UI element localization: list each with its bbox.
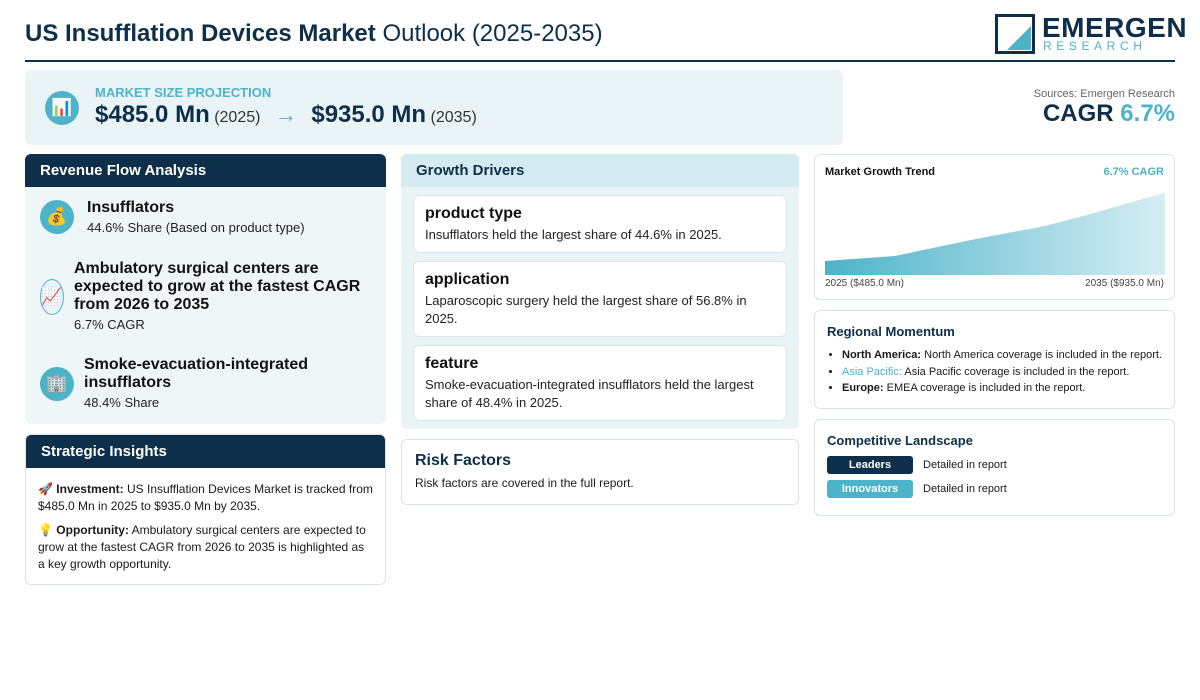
trend-start: 2025 ($485.0 Mn) xyxy=(825,278,904,289)
cagr-value: 6.7% xyxy=(1120,100,1175,127)
revenue-item-subtitle: 48.4% Share xyxy=(84,395,160,410)
revenue-text: Ambulatory surgical centers are expected… xyxy=(74,260,374,332)
revenue-item-title: Insufflators xyxy=(87,199,175,216)
sources: Sources: Emergen Research xyxy=(1033,88,1175,100)
insights-card: Strategic Insights 🚀 Investment: US Insu… xyxy=(25,434,386,585)
trend-area xyxy=(825,193,1165,275)
start-value: $485.0 Mn xyxy=(95,101,210,128)
regional-list: North America: North America coverage is… xyxy=(827,347,1168,397)
insight: 🚀 Investment: US Insufflation Devices Ma… xyxy=(38,481,375,515)
region-name: Europe: xyxy=(842,382,884,394)
insight-icon: 💡 xyxy=(38,523,53,537)
badge-text: Detailed in report xyxy=(923,459,1007,471)
cagr-label: CAGR xyxy=(1042,100,1114,127)
cagr: CAGR 6.7% xyxy=(1043,100,1175,128)
driver-text: Laparoscopic surgery held the largest sh… xyxy=(425,293,747,326)
projection-icon: 📊 xyxy=(45,91,79,125)
revenue-text: Insufflators 44.6% Share (Based on produ… xyxy=(87,199,376,235)
risk-text: Risk factors are covered in the full rep… xyxy=(415,476,634,490)
region-name: Asia Pacific: xyxy=(842,365,902,378)
badge: Leaders xyxy=(827,456,913,474)
driver-text: Smoke-evacuation-integrated insufflators… xyxy=(425,377,754,410)
region-item: Europe: EMEA coverage is included in the… xyxy=(842,380,1168,397)
revenue-card: Revenue Flow Analysis 💰 Insufflators 44.… xyxy=(25,154,386,424)
insight: 💡 Opportunity: Ambulatory surgical cente… xyxy=(38,522,371,573)
trend-title: Market Growth Trend xyxy=(825,166,936,178)
competitive-title: Competitive Landscape xyxy=(827,433,973,448)
insight-text: US Insufflation Devices Market is tracke… xyxy=(38,482,373,513)
trend-end: 2035 ($935.0 Mn) xyxy=(1085,278,1164,289)
driver-text: Insufflators held the largest share of 4… xyxy=(425,227,722,242)
revenue-item: 💰 Insufflators 44.6% Share (Based on pro… xyxy=(25,187,386,249)
badge: Innovators xyxy=(827,480,913,498)
driver-title: feature xyxy=(425,355,479,372)
logo-icon xyxy=(995,14,1035,54)
header-rule xyxy=(25,60,1175,62)
page-title: US Insufflation Devices Market Outlook (… xyxy=(25,20,603,48)
revenue-item: 🏢 Smoke-evacuation-integrated insufflato… xyxy=(25,345,386,424)
revenue-item-title: Ambulatory surgical centers are expected… xyxy=(74,260,361,313)
trend-card: Market Growth Trend 6.7% CAGR 2025 ($485… xyxy=(814,154,1175,300)
risk-card: Risk Factors Risk factors are covered in… xyxy=(401,439,799,505)
revenue-text: Smoke-evacuation-integrated insufflators… xyxy=(84,356,366,410)
badge-text: Detailed in report xyxy=(923,483,1007,495)
logo-accent xyxy=(1007,26,1031,50)
driver-title: application xyxy=(425,271,510,288)
trend-shape xyxy=(825,193,1165,275)
projection-values: $485.0 Mn (2025) → $935.0 Mn (2035) xyxy=(95,101,477,129)
revenue-icon: 💰 xyxy=(40,200,74,234)
insight-icon: 🚀 xyxy=(38,482,53,496)
competitive-row: Leaders Detailed in report xyxy=(827,456,1007,474)
arrow: → xyxy=(274,102,297,127)
revenue-item-subtitle: 44.6% Share (Based on product type) xyxy=(87,220,305,235)
end-value: $935.0 Mn xyxy=(311,101,427,128)
region-item: Asia Pacific: Asia Pacific coverage is i… xyxy=(842,364,1168,381)
projection-label: MARKET SIZE PROJECTION xyxy=(95,85,272,100)
competitive-card: Competitive Landscape Leaders Detailed in… xyxy=(814,419,1175,516)
risk-title: Risk Factors xyxy=(415,452,512,469)
insight-label: Opportunity: xyxy=(56,523,129,537)
title-rest: Outlook (2025-2035) xyxy=(382,20,603,47)
region-item: North America: North America coverage is… xyxy=(842,347,1168,364)
driver: application Laparoscopic surgery held th… xyxy=(413,261,787,337)
insights-title: Strategic Insights xyxy=(26,435,385,468)
competitive-row: Innovators Detailed in report xyxy=(827,480,1007,498)
driver-title: product type xyxy=(425,205,522,222)
revenue-item-title: Smoke-evacuation-integrated insufflators xyxy=(84,356,309,391)
regional-title: Regional Momentum xyxy=(827,324,955,339)
title-bold: US Insufflation Devices Market xyxy=(25,20,376,47)
logo-subtext: RESEARCH xyxy=(1043,39,1147,53)
logo-text: EMERGEN xyxy=(1042,12,1188,43)
driver: feature Smoke-evacuation-integrated insu… xyxy=(413,345,787,421)
start-year: (2025) xyxy=(214,109,261,126)
region-text: EMEA coverage is included in the report. xyxy=(886,382,1086,394)
insight-label: Investment: xyxy=(56,482,124,496)
regional-card: Regional Momentum North America: North A… xyxy=(814,310,1175,409)
revenue-icon: 📈 xyxy=(40,279,64,315)
region-text: North America coverage is included in th… xyxy=(924,349,1162,361)
trend-cagr: 6.7% CAGR xyxy=(1103,166,1164,178)
region-text: Asia Pacific coverage is included in the… xyxy=(904,365,1130,378)
revenue-title: Revenue Flow Analysis xyxy=(25,154,386,187)
end-year: (2035) xyxy=(430,109,477,126)
insight-text: Ambulatory surgical centers are expected… xyxy=(38,523,366,571)
revenue-item-subtitle: 6.7% CAGR xyxy=(74,317,145,332)
region-name: North America: xyxy=(842,349,922,361)
driver: product type Insufflators held the large… xyxy=(413,195,787,253)
logo-square xyxy=(995,14,1035,54)
projection-box: 📊 MARKET SIZE PROJECTION $485.0 Mn (2025… xyxy=(25,70,843,145)
logo-mark xyxy=(995,14,1035,54)
revenue-icon: 🏢 xyxy=(40,367,74,401)
drivers-card: Growth Drivers product type Insufflators… xyxy=(401,154,799,429)
drivers-title: Growth Drivers xyxy=(401,154,799,187)
revenue-item: 📈 Ambulatory surgical centers are expect… xyxy=(25,248,386,346)
